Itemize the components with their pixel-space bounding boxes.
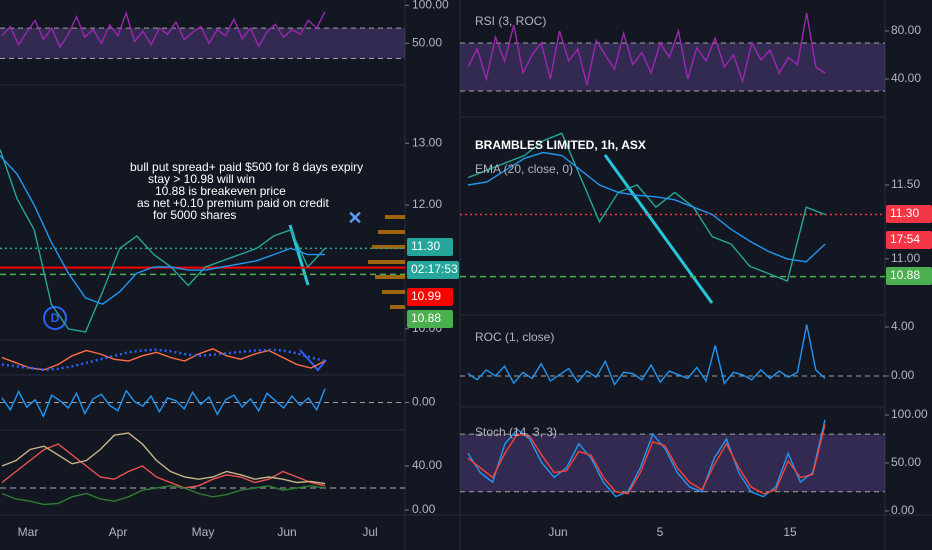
- y-tick-label: 0.00: [412, 502, 436, 516]
- series-line: [1, 10, 326, 49]
- y-tick-label: 13.00: [412, 135, 442, 149]
- y-tick-label: 4.00: [891, 319, 915, 333]
- price-tag-label: 10.88: [411, 311, 441, 325]
- y-tick-label: 11.50: [891, 177, 920, 191]
- annotation: bull put spread+ paid $500 for 8 days ex…: [130, 160, 363, 174]
- band: [460, 42, 885, 91]
- series-line: [467, 151, 826, 263]
- trend-line: [603, 154, 714, 304]
- series-line: [1, 388, 326, 419]
- pane-title: BRAMBLES LIMITED, 1h, ASX: [475, 138, 646, 152]
- dividend-marker[interactable]: [43, 306, 67, 330]
- x-tick-label: 5: [657, 525, 664, 539]
- y-tick-label: 50.00: [891, 455, 921, 469]
- x-tick-label: 15: [783, 525, 797, 539]
- price-tag-label: 11.30: [411, 239, 440, 253]
- dividend-icon: D: [51, 311, 60, 325]
- y-tick-label: 40.00: [412, 458, 442, 472]
- series-line: [467, 424, 826, 495]
- y-tick-label: 100.00: [891, 407, 928, 421]
- volume-profile: [368, 215, 405, 309]
- price-tag-label: 10.99: [411, 289, 441, 303]
- price-tag: [886, 205, 932, 223]
- countdown-label: 17:54: [890, 232, 920, 246]
- x-tick-label: Jun: [277, 525, 296, 539]
- series-line: [1, 485, 326, 506]
- series-line: [0, 155, 325, 305]
- series-line: [467, 324, 826, 387]
- annotation: for 5000 shares: [153, 208, 236, 222]
- pane-title: Stoch (14, 3, 3): [475, 425, 557, 439]
- annotation: 10.88 is breakeven price: [155, 184, 286, 198]
- price-tag-label: 10.88: [890, 268, 920, 282]
- y-tick-label: 40.00: [891, 71, 921, 85]
- y-tick-label: 0.00: [891, 368, 915, 382]
- countdown-tag: [886, 231, 932, 249]
- band: [0, 28, 405, 59]
- countdown-label: 02:17:53: [411, 262, 458, 276]
- annotation: stay > 10.98 will win: [148, 172, 255, 186]
- series-line: [1, 348, 326, 371]
- pane-title: ROC (1, close): [475, 330, 554, 344]
- y-tick-label: 50.00: [412, 35, 442, 49]
- x-tick-label: Jul: [362, 525, 377, 539]
- price-tag: [886, 267, 932, 285]
- y-tick-label: 11.00: [891, 251, 920, 265]
- cross-marker[interactable]: ✕: [347, 208, 362, 228]
- y-tick-label: 0.00: [412, 395, 436, 409]
- arrow-drawing: [299, 349, 327, 372]
- y-tick-label: 12.00: [412, 197, 442, 211]
- x-tick-label: Apr: [109, 525, 128, 539]
- y-tick-label: 80.00: [891, 23, 921, 37]
- price-tag: [407, 310, 453, 328]
- series-line: [467, 419, 826, 498]
- pane-subtitle: EMA (20, close, 0): [475, 162, 573, 176]
- price-tag: [407, 238, 453, 256]
- series-line: [1, 432, 326, 485]
- countdown-tag: [407, 261, 459, 279]
- y-tick-label: 100.00: [412, 0, 449, 11]
- pane-title: RSI (3, ROC): [475, 14, 546, 28]
- x-tick-label: Mar: [18, 525, 39, 539]
- series-line: [0, 149, 326, 333]
- price-tag: [407, 288, 453, 306]
- price-tag-label: 11.30: [890, 206, 919, 220]
- series-line: [467, 12, 826, 86]
- annotation: as net +0.10 premium paid on credit: [137, 196, 329, 210]
- x-tick-label: May: [192, 525, 215, 539]
- x-tick-label: Jun: [548, 525, 567, 539]
- y-tick-label: 0.00: [891, 503, 915, 517]
